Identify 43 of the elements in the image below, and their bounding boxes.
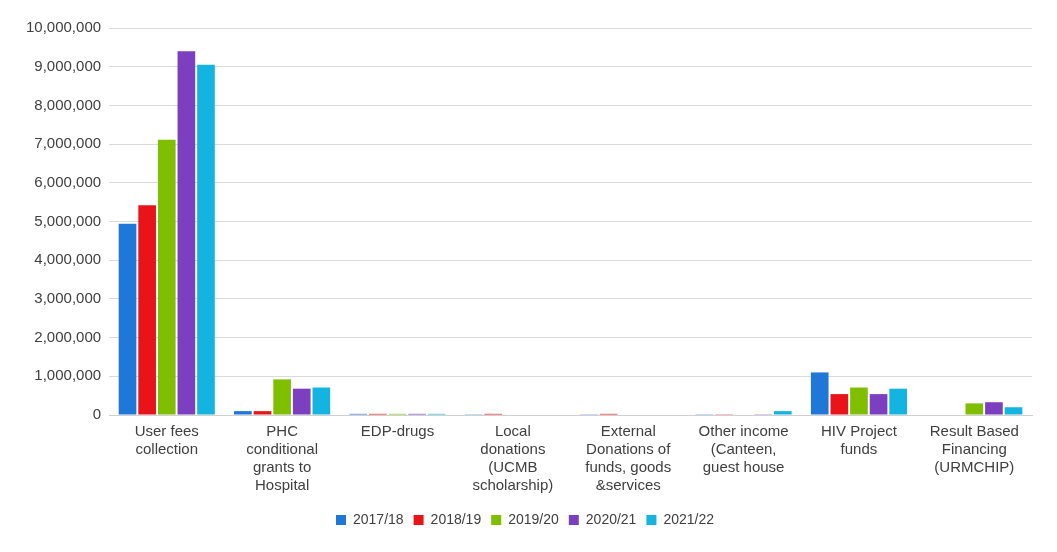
bar [965,403,984,415]
bar [118,223,137,415]
bar [810,372,829,415]
x-tick-label: PHC conditional grants to Hospital [246,422,318,494]
x-tick-label: Local donations (UCMB scholarship) [472,422,554,494]
legend-label: 2018/19 [430,510,482,527]
bar [773,411,792,415]
legend-label: 2020/21 [585,510,637,527]
x-tick-label: User fees collection [134,422,199,458]
bar [138,205,156,415]
bar [197,64,215,415]
x-tick-label: Other income (Canteen, guest house [698,422,789,476]
y-tick-label: 1,000,000 [34,366,102,384]
x-tick-label: Result Based Financing (URMCHIP) [929,422,1019,476]
y-tick-label: 3,000,000 [34,289,102,307]
bar [253,411,272,415]
x-tick-label: External Donations of funds, goods &services [585,422,672,494]
bar [850,387,868,415]
legend-label: 2021/22 [663,510,715,527]
bar [157,139,176,415]
bar [869,394,888,415]
x-tick-label: EDP-drugs [360,422,435,440]
y-tick-label: 7,000,000 [34,134,102,152]
bar [312,387,331,415]
bar [1004,407,1023,415]
y-tick-label: 4,000,000 [34,250,102,268]
bar [273,379,291,415]
y-tick-label: 0 [92,405,102,423]
legend-label: 2019/20 [508,510,560,527]
y-tick-label: 6,000,000 [34,172,102,190]
y-tick-label: 2,000,000 [34,327,102,345]
x-tick-label: HIV Project funds [821,422,898,458]
legend-label: 2017/18 [352,510,404,527]
bar [830,394,849,415]
y-tick-label: 10,000,000 [26,18,102,36]
bar [985,402,1003,415]
y-tick-label: 8,000,000 [34,95,102,113]
bar [889,388,907,415]
bar [234,411,252,415]
bar [292,388,311,415]
bar [177,51,196,415]
y-tick-label: 9,000,000 [34,56,102,74]
y-tick-label: 5,000,000 [34,211,102,229]
